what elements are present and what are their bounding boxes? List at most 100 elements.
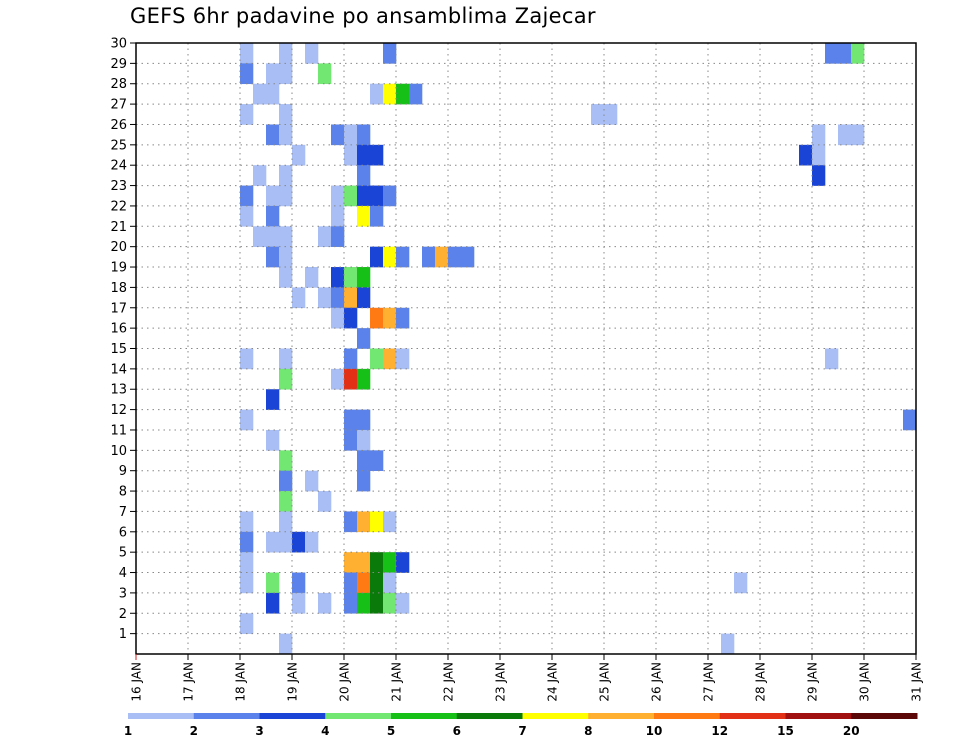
colorbar-swatch [193,713,260,719]
heat-cell [357,144,371,166]
heat-cell [357,429,371,451]
heat-cell [305,43,319,64]
heat-cell [253,165,267,186]
colorbar: 1 2 3 4 5 6 7 8 10 12 15 20 [124,713,918,738]
y-tick-label: 22 [110,199,127,214]
heat-cell [279,633,293,655]
heat-cell [279,226,293,247]
y-axis: 1234567891011121314151617181920212223242… [110,37,136,642]
y-tick-label: 12 [110,403,127,418]
y-tick-label: 11 [110,423,127,438]
heat-cell [279,368,293,390]
heat-cell [370,144,384,166]
heat-cell [240,185,254,207]
x-tick-label: 28 JAN [754,662,768,702]
heat-cell [266,205,280,227]
heat-cell [721,633,735,655]
heat-cell [799,144,813,166]
heat-cell [279,348,293,370]
heat-cell [357,470,371,492]
heat-cell [383,348,397,370]
heat-cell [383,511,397,533]
heat-cell [240,531,254,553]
y-tick-label: 28 [110,77,127,92]
colorbar-label: 1 [124,724,132,738]
colorbar-label: 12 [711,724,728,738]
y-tick-label: 8 [119,485,127,500]
heat-cell [344,144,358,166]
y-tick-label: 18 [110,281,127,296]
heat-cell [344,185,358,207]
heat-cell [279,450,293,471]
y-tick-label: 10 [110,444,127,459]
heat-cell [318,63,332,85]
heat-cell [279,63,293,85]
heat-cell [357,450,371,471]
y-tick-label: 6 [119,525,127,540]
colorbar-label: 15 [777,724,794,738]
heat-cell [604,104,618,125]
heat-cell [370,552,384,573]
heat-cell [266,83,280,105]
heat-cell [331,368,345,390]
x-tick-label: 21 JAN [390,662,404,702]
heat-cell [357,409,371,431]
heat-cell [331,205,345,227]
y-tick-label: 7 [119,505,127,520]
x-tick-label: 18 JAN [234,662,248,702]
y-tick-label: 17 [110,301,127,316]
heat-cell [435,246,449,268]
heat-cell [344,287,358,309]
heat-cell [266,124,280,146]
heat-cell [396,348,410,370]
heat-cell [318,592,332,614]
x-tick-label: 26 JAN [650,662,664,702]
heat-cell [903,409,917,431]
heat-cell [812,124,826,146]
heat-cell [396,552,410,573]
heat-cell [266,185,280,207]
y-tick-label: 25 [110,138,127,153]
colorbar-label: 7 [518,724,526,738]
heat-cell [396,307,410,329]
colorbar-swatch [654,713,721,719]
colorbar-label: 3 [255,724,263,738]
heat-cell [383,185,397,207]
x-tick-label: 17 JAN [182,662,196,702]
heat-cell [240,572,254,594]
heat-cell [305,470,319,492]
heat-cell [331,287,345,309]
heat-cell [370,592,384,614]
heat-cell [812,165,826,186]
cells-layer [240,43,917,655]
heat-cell [357,267,371,288]
heat-cell [253,226,267,247]
heat-cell [357,124,371,146]
x-tick-label: 27 JAN [702,662,716,702]
y-tick-label: 21 [110,220,127,235]
colorbar-swatch [719,713,786,719]
heat-cell [344,572,358,594]
colorbar-swatch [325,713,392,719]
colorbar-swatch [456,713,523,719]
y-tick-label: 3 [119,586,127,601]
heat-cell [240,205,254,227]
x-tick-label: 22 JAN [442,662,456,702]
y-tick-label: 15 [110,342,127,357]
heat-cell [357,592,371,614]
heat-cell [357,185,371,207]
colorbar-label: 4 [321,724,329,738]
heat-cell [331,226,345,247]
heat-cell [240,63,254,85]
heat-cell [331,124,345,146]
heat-cell [461,246,475,268]
heat-cell [357,165,371,186]
colorbar-swatch [588,713,655,719]
heat-cell [344,409,358,431]
x-tick-label: 25 JAN [598,662,612,702]
colorbar-swatch [785,713,852,719]
colorbar-label: 20 [843,724,860,738]
colorbar-swatch [522,713,589,719]
heat-cell [825,348,839,370]
